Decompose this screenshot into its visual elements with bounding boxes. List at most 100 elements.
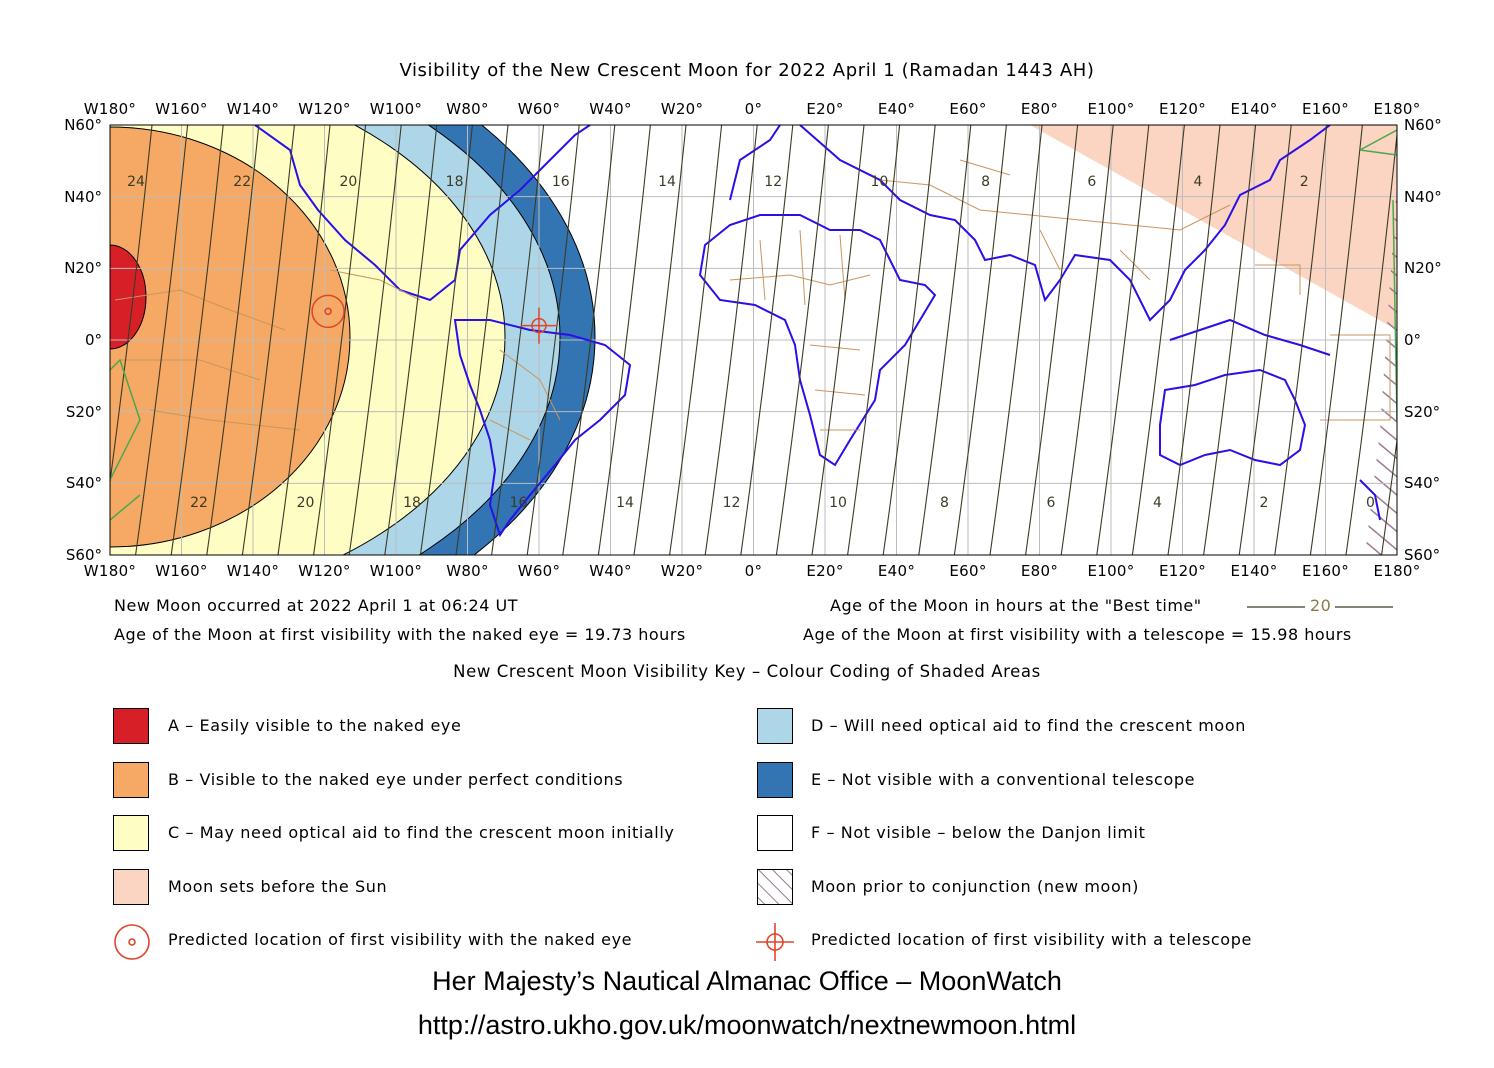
swatch-zone-b [113,762,149,798]
longitude-label: W140° [226,100,280,118]
longitude-label: E80° [1020,562,1059,580]
age-contour-line [811,125,865,555]
swatch-moonset [113,869,149,905]
age-contour-line [1131,125,1185,555]
longitude-label: E180° [1373,100,1421,118]
longitude-label: 0° [744,562,763,580]
longitude-label: 0° [744,100,763,118]
longitude-label: E60° [949,100,987,118]
naked-eye-marker-icon [114,924,150,960]
age-contour-line [1025,125,1079,555]
longitude-label: E100° [1087,100,1135,118]
key-label-a: A – Easily visible to the naked eye [168,716,462,735]
zone-b [110,127,350,547]
limit-line-west [110,358,141,521]
age-contour-line [135,125,189,555]
age-label: 4 [1194,174,1203,190]
age-label: 22 [190,495,208,511]
age-label: 18 [403,495,421,511]
swatch-zone-e [757,762,793,798]
age-contour-line [1345,129,1397,555]
age-label: 0 [1366,495,1375,511]
longitude-label: W160° [155,100,208,118]
age-contour-line [170,125,224,555]
best-time-legend-line [1247,606,1393,608]
age-contour-line [1309,125,1363,555]
age-label: 6 [1087,174,1096,190]
age-label: 16 [510,495,528,511]
key-label-f: F – Not visible – below the Danjon limit [811,823,1146,842]
age-contour-line [1203,125,1257,555]
age-contour-line [1167,125,1221,555]
latitude-label: S20° [65,402,102,421]
age-contour-line [455,125,509,555]
age-label: 14 [658,174,676,190]
longitude-label: E140° [1230,562,1278,580]
longitude-label: W20° [660,562,704,580]
longitude-label: E120° [1158,100,1207,118]
age-contour-line [526,125,580,555]
age-contour-line [1274,125,1328,555]
longitude-label: E20° [806,100,844,118]
longitude-label: E80° [1020,100,1059,118]
latitude-label: 0° [1404,331,1422,349]
age-labels-bottom: 22 20 18 16 14 12 10 8 6 4 2 0 [190,495,1375,511]
footer-url[interactable]: http://astro.ukho.gov.uk/moonwatch/nextn… [417,1010,1077,1040]
age-contour-line [633,125,687,555]
longitude-label: W120° [298,562,351,580]
age-label: 6 [1047,495,1056,511]
zone-prior-conjunction [1365,180,1397,555]
longitude-label: W140° [226,562,280,580]
latitude-label: N60° [1404,116,1442,134]
zone-moonset-before-sun [1030,125,1397,330]
footer-organisation: Her Majesty’s Nautical Almanac Office – … [432,966,1062,996]
key-label-b: B – Visible to the naked eye under perfe… [168,770,624,789]
longitude-label: W80° [446,562,489,580]
visibility-map: 24 22 20 18 16 14 12 10 8 6 4 2 0 22 20 18 16 14 12 10 8 6 4 2… [109,124,1398,556]
latitude-label: 0° [84,331,102,349]
longitude-label: W60° [517,100,561,118]
best-time-sample: 20 [1310,596,1332,615]
longitude-label: E60° [949,562,987,580]
swatch-zone-c [113,815,149,851]
age-label: 18 [446,174,464,190]
longitude-label: E20° [806,562,844,580]
age-label: 4 [1153,495,1162,511]
age-label: 20 [339,174,357,190]
age-contour-line [597,125,651,555]
age-label: 8 [940,495,949,511]
age-label: 20 [297,495,315,511]
age-labels-top: 24 22 20 18 16 14 12 10 8 6 4 2 0 [127,174,1309,190]
age-label: 2 [1260,495,1269,511]
age-contour-line [1238,125,1292,555]
age-contours [110,125,1397,555]
latitude-label: S60° [65,546,102,564]
age-label: 10 [870,174,888,190]
key-label-telescope-marker: Predicted location of first visibility w… [811,930,1252,949]
key-label-moonset: Moon sets before the Sun [168,877,388,896]
age-contour-line [740,125,794,555]
longitude-label: W180° [83,100,137,118]
age-label: 10 [829,495,847,511]
age-contour-line [419,125,473,555]
age-label: 16 [552,174,570,190]
age-contour-line [775,125,829,555]
age-label: 8 [981,174,990,190]
age-contour-line [206,125,260,555]
longitude-label: E100° [1087,562,1135,580]
latitude-label: N20° [64,259,102,278]
telescope-visibility-marker [521,307,557,344]
latitude-label: N40° [1404,187,1442,206]
longitude-label: W180° [83,562,137,580]
longitude-label: E160° [1301,562,1350,580]
key-label-c: C – May need optical aid to find the cre… [168,823,675,842]
chart-title: Visibility of the New Crescent Moon for … [399,60,1095,81]
age-contour-line [882,125,936,555]
latitude-label: S40° [1404,474,1441,493]
longitude-label: W80° [446,100,489,118]
longitude-label: E40° [877,562,916,580]
age-contour-line [241,125,295,555]
longitude-label: W40° [589,100,632,118]
telescope-age: Age of the Moon at first visibility with… [803,625,1352,644]
longitude-label: W100° [369,100,423,118]
